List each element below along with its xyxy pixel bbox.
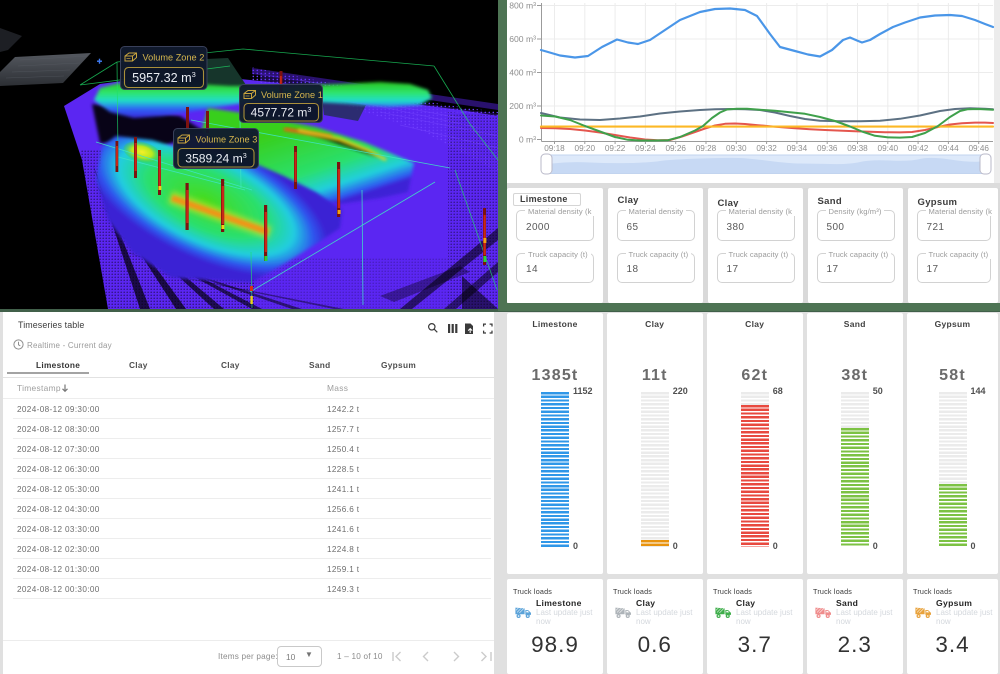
svg-text:4577.72 m3: 4577.72 m3 bbox=[251, 105, 312, 120]
svg-text:3589.24 m3: 3589.24 m3 bbox=[185, 151, 247, 166]
svg-text:09:24: 09:24 bbox=[635, 144, 656, 153]
svg-text:09:26: 09:26 bbox=[665, 144, 686, 153]
svg-text:400 m³: 400 m³ bbox=[509, 68, 536, 78]
svg-text:0 m³: 0 m³ bbox=[519, 135, 536, 145]
svg-text:09:32: 09:32 bbox=[756, 144, 777, 153]
svg-text:800 m³: 800 m³ bbox=[509, 1, 536, 11]
svg-text:200 m³: 200 m³ bbox=[509, 101, 536, 111]
svg-text:09:30: 09:30 bbox=[726, 144, 747, 153]
svg-text:09:40: 09:40 bbox=[878, 144, 899, 153]
svg-text:09:44: 09:44 bbox=[938, 144, 959, 153]
svg-text:09:34: 09:34 bbox=[787, 144, 808, 153]
svg-text:600 m³: 600 m³ bbox=[509, 34, 536, 44]
svg-text:09:18: 09:18 bbox=[544, 144, 565, 153]
svg-text:09:28: 09:28 bbox=[696, 144, 717, 153]
svg-text:09:36: 09:36 bbox=[817, 144, 838, 153]
svg-text:09:22: 09:22 bbox=[605, 144, 626, 153]
svg-text:09:20: 09:20 bbox=[575, 144, 596, 153]
svg-text:Volume Zone 1: Volume Zone 1 bbox=[261, 90, 323, 100]
svg-text:09:46: 09:46 bbox=[968, 144, 989, 153]
svg-text:09:38: 09:38 bbox=[847, 144, 868, 153]
svg-text:Volume Zone 3: Volume Zone 3 bbox=[196, 135, 258, 145]
svg-text:Volume Zone 2: Volume Zone 2 bbox=[143, 53, 205, 63]
svg-text:09:42: 09:42 bbox=[908, 144, 929, 153]
svg-text:5957.32 m3: 5957.32 m3 bbox=[132, 70, 196, 85]
